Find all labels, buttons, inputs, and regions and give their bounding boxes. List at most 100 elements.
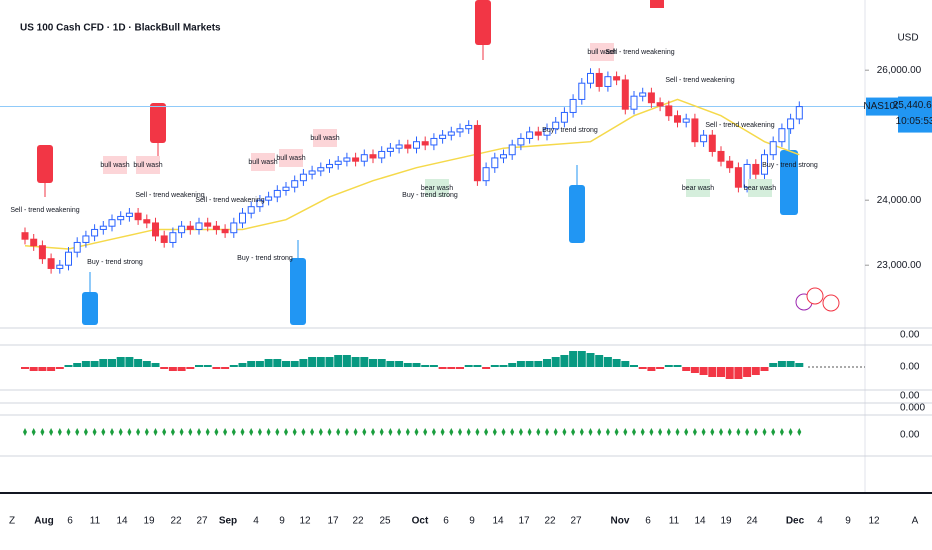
candle-body xyxy=(647,92,655,104)
oscillator-bar xyxy=(743,367,752,377)
oscillator-bar xyxy=(55,367,64,369)
signal-marker xyxy=(553,428,558,436)
signal-marker xyxy=(284,428,288,436)
signal-marker xyxy=(49,428,54,436)
candle-body xyxy=(691,118,699,143)
candle-body xyxy=(369,154,377,159)
oscillator-bar xyxy=(38,367,47,371)
x-tick-label: 4 xyxy=(253,516,259,527)
annotation: Sell - trend weakening xyxy=(195,197,264,204)
candle-body xyxy=(160,235,168,243)
annotation: Buy - trend strong xyxy=(542,127,598,134)
oscillator-bar xyxy=(777,361,786,367)
candle-body xyxy=(230,222,238,234)
candle-body xyxy=(613,76,621,81)
x-tick-label: Nov xyxy=(611,516,630,527)
candle-body xyxy=(169,232,177,243)
candle-body xyxy=(439,134,447,139)
oscillator-bar xyxy=(334,355,343,367)
x-tick-label: 9 xyxy=(845,516,851,527)
candle-body xyxy=(604,76,612,87)
oscillator-bar xyxy=(795,363,804,367)
annotation: bull wash xyxy=(310,135,339,142)
oscillator-bar xyxy=(290,361,299,367)
candle-body xyxy=(517,137,525,146)
candle-body xyxy=(708,134,716,152)
x-tick-label: 19 xyxy=(143,516,155,527)
candle-body xyxy=(21,232,29,240)
signal-marker xyxy=(727,428,732,436)
oscillator-bar xyxy=(73,363,82,367)
annotation-box xyxy=(103,156,127,174)
oscillator-bar xyxy=(151,363,160,367)
signal-flags xyxy=(37,0,840,325)
signal-marker xyxy=(649,428,654,436)
signal-marker xyxy=(431,428,436,436)
candle-body xyxy=(395,144,403,149)
candle-body xyxy=(404,144,412,149)
x-tick-label: Dec xyxy=(786,516,805,527)
candle-body xyxy=(674,115,681,123)
candle-body xyxy=(508,144,516,156)
oscillator-bar xyxy=(386,361,395,367)
signal-marker xyxy=(466,428,471,436)
oscillator-bar xyxy=(177,367,186,371)
signal-marker xyxy=(197,428,201,436)
candle-body xyxy=(578,82,586,100)
oscillator-bar xyxy=(369,359,377,367)
candle-body xyxy=(299,173,307,182)
signal-marker xyxy=(701,428,706,436)
signal-marker xyxy=(719,428,723,436)
oscillator-bar xyxy=(569,351,578,367)
panel-scale-label: 0.00 xyxy=(900,330,920,341)
signal-marker xyxy=(75,428,80,436)
toolbar-button[interactable]: Z xyxy=(9,516,15,527)
signal-marker xyxy=(57,428,62,436)
candle-body xyxy=(465,124,473,130)
signal-marker xyxy=(501,428,506,436)
oscillator-bar xyxy=(229,365,238,367)
candle-body xyxy=(47,258,55,269)
candle-body xyxy=(630,95,638,110)
signal-marker xyxy=(362,428,367,436)
signal-marker xyxy=(440,428,445,436)
candle-body xyxy=(212,225,220,230)
signal-marker xyxy=(423,428,428,436)
toolbar-button[interactable]: A xyxy=(912,516,919,527)
signal-marker xyxy=(66,428,71,436)
candle-body xyxy=(265,196,273,201)
oscillator-bar xyxy=(316,357,325,367)
x-tick-label: 19 xyxy=(720,516,732,527)
signal-marker xyxy=(797,428,802,436)
x-tick-label: 11 xyxy=(669,516,680,527)
oscillator-bar xyxy=(621,361,630,367)
x-tick-label: 22 xyxy=(170,516,182,527)
x-tick-label: 27 xyxy=(196,516,208,527)
signal-marker xyxy=(292,428,297,436)
signal-marker xyxy=(623,428,628,436)
oscillator-bar xyxy=(769,363,778,367)
signal-marker xyxy=(614,428,619,436)
candle-body xyxy=(317,167,325,172)
signal-marker xyxy=(788,428,793,436)
annotation: Sell - trend weakening xyxy=(135,192,204,199)
chart-title: US 100 Cash CFD · 1D · BlackBull Markets xyxy=(20,23,221,34)
oscillator-bar xyxy=(577,351,586,367)
oscillator-bar xyxy=(212,367,221,369)
signal-marker xyxy=(179,428,184,436)
signal-marker xyxy=(188,428,193,436)
oscillator-bar xyxy=(247,361,256,367)
x-tick-label: 4 xyxy=(817,516,823,527)
signal-marker xyxy=(510,428,515,436)
annotation-box xyxy=(425,179,449,197)
signal-marker xyxy=(344,428,349,436)
oscillator-bar xyxy=(464,365,473,367)
candle-body xyxy=(247,206,255,214)
last-price-label: 25,440.60 xyxy=(893,100,932,111)
oscillator-bar xyxy=(47,367,56,371)
signal-marker xyxy=(658,428,663,436)
oscillator-bar xyxy=(717,367,725,377)
oscillator-bar xyxy=(273,359,282,367)
candle-body xyxy=(82,235,90,243)
oscillator-bar xyxy=(421,365,430,367)
